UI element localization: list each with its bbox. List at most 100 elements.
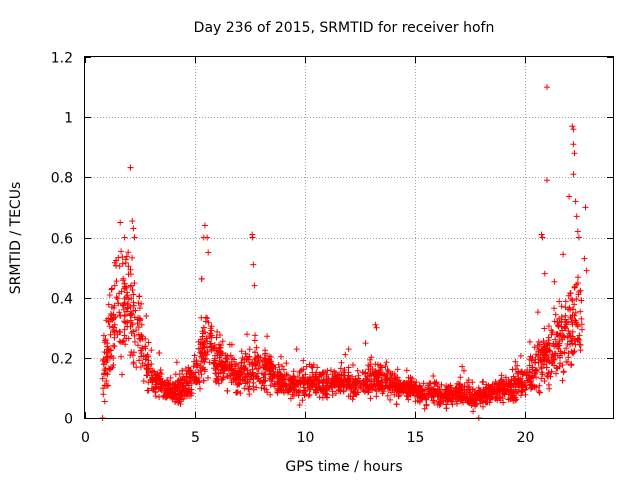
data-point	[514, 377, 521, 384]
data-point	[316, 384, 323, 391]
x-tick-label: 0	[81, 430, 90, 446]
data-point	[355, 375, 362, 382]
data-point	[310, 380, 317, 387]
data-point	[559, 377, 566, 384]
data-point	[488, 388, 495, 395]
data-point	[254, 375, 261, 382]
data-point	[262, 347, 268, 354]
data-point	[560, 251, 567, 258]
data-point	[420, 380, 427, 387]
data-point	[125, 271, 132, 278]
data-point	[202, 350, 209, 356]
data-point	[113, 257, 120, 264]
data-point	[562, 298, 569, 305]
data-point	[116, 309, 123, 316]
ticks	[85, 57, 613, 419]
data-point	[268, 361, 275, 368]
data-point	[121, 326, 128, 333]
data-point	[228, 341, 235, 348]
data-point	[571, 283, 578, 290]
data-point	[412, 392, 418, 399]
data-point	[257, 378, 264, 385]
data-point	[157, 381, 164, 388]
data-point	[329, 388, 336, 395]
grid	[85, 57, 613, 418]
data-point	[557, 354, 563, 361]
data-point	[238, 369, 245, 376]
data-point	[448, 398, 455, 405]
data-point	[368, 354, 375, 361]
y-axis-label: SRMTID / TECUs	[8, 182, 24, 295]
data-point	[572, 317, 579, 324]
data-point	[230, 371, 237, 378]
data-point	[143, 372, 150, 379]
data-point	[152, 374, 159, 381]
data-point	[561, 324, 568, 330]
data-point	[199, 350, 205, 357]
data-point	[156, 376, 163, 383]
data-point	[540, 354, 547, 361]
data-point	[129, 321, 136, 328]
data-point	[104, 357, 111, 364]
data-point	[350, 389, 357, 396]
data-point	[336, 371, 343, 378]
data-point	[573, 296, 580, 303]
data-point	[551, 305, 558, 312]
data-point	[340, 382, 347, 389]
data-point	[571, 150, 578, 157]
data-point	[373, 324, 380, 331]
data-point	[447, 382, 454, 389]
data-point	[440, 397, 447, 404]
data-point	[125, 335, 132, 342]
data-point	[564, 334, 571, 341]
data-point	[559, 336, 566, 343]
data-point	[505, 390, 512, 397]
data-point	[107, 311, 114, 317]
data-point	[106, 292, 113, 298]
data-point	[245, 386, 252, 393]
y-tick-label: 0.6	[51, 232, 73, 248]
plot-frame	[84, 56, 614, 419]
data-point	[130, 291, 137, 298]
data-point	[561, 349, 568, 356]
data-point	[391, 391, 398, 398]
data-point	[535, 348, 542, 355]
data-point	[302, 371, 309, 378]
data-point	[430, 397, 436, 404]
data-point	[137, 336, 144, 343]
data-point	[165, 390, 171, 396]
data-point	[131, 302, 137, 309]
data-point	[508, 396, 515, 402]
data-point	[472, 403, 478, 410]
data-point	[502, 389, 509, 395]
data-point	[100, 391, 107, 398]
data-point	[127, 304, 134, 310]
data-point	[445, 388, 452, 394]
data-point	[224, 353, 231, 360]
data-point	[478, 392, 484, 399]
data-point	[122, 312, 129, 318]
data-point	[382, 380, 389, 386]
data-point	[425, 382, 431, 389]
data-point	[574, 228, 581, 235]
data-point	[383, 370, 390, 377]
data-point	[531, 344, 538, 351]
data-point	[423, 402, 430, 409]
data-point	[411, 383, 418, 390]
data-point	[220, 362, 226, 368]
data-point	[518, 387, 525, 394]
data-point	[571, 348, 578, 355]
data-point	[136, 357, 143, 364]
data-point	[433, 379, 440, 386]
data-point	[143, 313, 150, 319]
data-point	[543, 364, 550, 371]
data-point	[442, 386, 449, 393]
data-point	[369, 366, 376, 373]
data-point	[323, 387, 330, 394]
data-point	[487, 396, 494, 403]
x-axis-label: GPS time / hours	[285, 459, 402, 475]
data-point	[249, 370, 256, 377]
data-point	[279, 363, 286, 370]
data-point	[246, 391, 253, 398]
data-point	[533, 374, 540, 381]
